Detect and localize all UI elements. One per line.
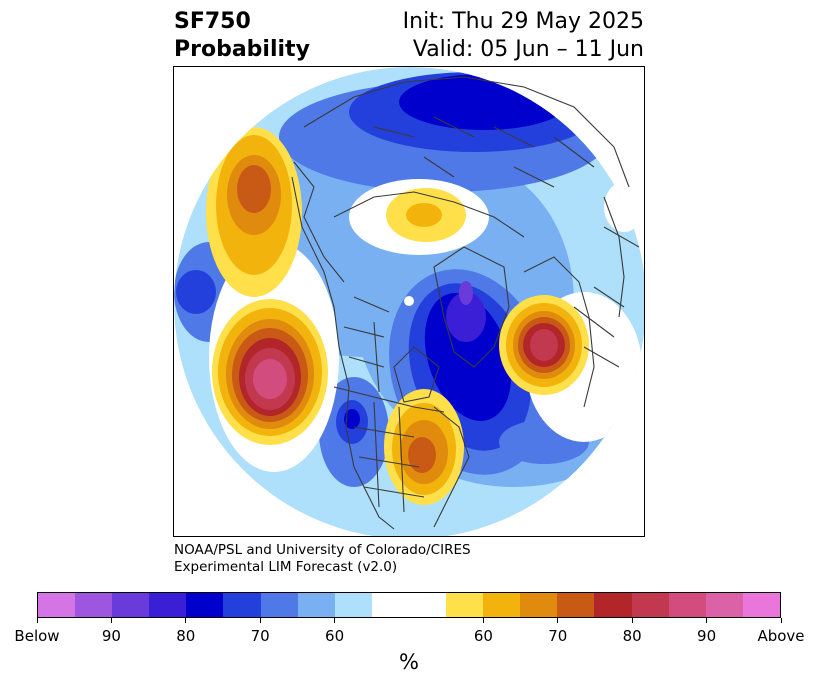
- coastlines: [291, 76, 640, 530]
- border-states: [353, 401, 425, 513]
- blue-field-siberia-max: [399, 74, 569, 130]
- colorbar-tick-label: 60: [473, 627, 493, 645]
- colorbar-tick: [36, 618, 38, 623]
- colorbar-tick: [185, 618, 187, 623]
- colorbar-tick-label: Above: [757, 627, 805, 645]
- title-right: Init: Thu 29 May 2025 Valid: 05 Jun – 11…: [403, 8, 644, 64]
- colorbar-tick-label: 90: [697, 627, 717, 645]
- blue-field-canada-4: [446, 292, 486, 342]
- coast-scandinavia: [603, 196, 625, 318]
- credit-line-2: Experimental LIM Forecast (v2.0): [174, 559, 398, 575]
- valid-range: Valid: 05 Jun – 11 Jun: [412, 37, 644, 62]
- colorbar-segment-12: [483, 593, 521, 617]
- white-field-north-sea: [604, 182, 644, 232]
- colorbar-tick: [110, 618, 112, 623]
- map-panel: [173, 66, 645, 537]
- credit-block: NOAA/PSL and University of Colorado/CIRE…: [174, 542, 471, 576]
- colorbar-tick: [706, 618, 708, 623]
- colorbar-segment-10: [408, 593, 447, 617]
- colorbar-tick: [557, 618, 559, 623]
- map-variable: SF750: [174, 9, 251, 34]
- coast-hudson-bay: [393, 346, 440, 403]
- colorbar-segment-16: [631, 593, 669, 617]
- colorbar-tick-label: 70: [548, 627, 568, 645]
- colorbar-tick: [259, 618, 261, 623]
- colorbar-segment-2: [112, 593, 150, 617]
- colorbar-segment-4: [186, 593, 224, 617]
- probability-map: [174, 67, 644, 536]
- title-left: SF750 Probability: [174, 8, 310, 64]
- colorbar-segment-3: [149, 593, 187, 617]
- colorbar-tick-label: Below: [14, 627, 60, 645]
- blue-field-hudson-max: [344, 409, 360, 429]
- blue-field-northpacific-core: [176, 270, 216, 314]
- coast-arctic-islands: [333, 191, 525, 238]
- coast-greenland: [433, 246, 510, 368]
- colorbar-segment-0: [38, 593, 76, 617]
- colorbar-tick-label: 70: [250, 627, 270, 645]
- colorbar-segment-5: [223, 593, 261, 617]
- init-date: Init: Thu 29 May 2025: [402, 9, 644, 34]
- coast-europe: [523, 256, 595, 408]
- colorbar-segment-14: [557, 593, 595, 617]
- border-canada-provinces: [343, 296, 390, 393]
- colorbar-tick-label: 60: [325, 627, 345, 645]
- warm-field-east-siberia-2: [406, 203, 442, 227]
- coast-alaska: [293, 161, 345, 283]
- colorbar-tick: [780, 618, 782, 623]
- pole-gap: [404, 296, 414, 306]
- colorbar-tick-label: 90: [101, 627, 121, 645]
- probability-fields: [174, 67, 644, 536]
- border-russia: [373, 116, 595, 188]
- colorbar-segment-13: [520, 593, 558, 617]
- colorbar-segment-19: [742, 593, 780, 617]
- colorbar-segment-15: [594, 593, 632, 617]
- credit-line-1: NOAA/PSL and University of Colorado/CIRE…: [174, 542, 471, 558]
- colorbar-tick: [334, 618, 336, 623]
- warm-field-europe-6: [530, 329, 558, 361]
- colorbar-segment-8: [334, 593, 372, 617]
- coast-siberia: [303, 76, 630, 188]
- colorbar-tick-label: 80: [622, 627, 642, 645]
- colorbar: [37, 592, 781, 618]
- warm-field-pacific-7: [253, 359, 287, 399]
- coast-north-america: [291, 176, 395, 530]
- border-us-canada: [333, 386, 445, 413]
- border-europe: [573, 226, 640, 368]
- colorbar-segment-7: [297, 593, 335, 617]
- colorbar-segment-6: [260, 593, 298, 617]
- colorbar-tick-label: 80: [176, 627, 196, 645]
- warm-field-eastern-us-4: [408, 437, 436, 473]
- colorbar-tick: [631, 618, 633, 623]
- blue-field-canada-5: [459, 281, 473, 305]
- coast-us-east: [433, 406, 470, 528]
- colorbar-segment-1: [75, 593, 113, 617]
- colorbar-segment-18: [705, 593, 743, 617]
- colorbar-segment-11: [446, 593, 484, 617]
- colorbar-segment-17: [668, 593, 706, 617]
- colorbar-segment-9: [371, 593, 409, 617]
- map-subtitle: Probability: [174, 37, 310, 62]
- colorbar-tick: [482, 618, 484, 623]
- warm-field-aleutian-4: [237, 165, 271, 213]
- white-field-atlantic-edge: [614, 427, 644, 507]
- colorbar-unit: %: [399, 650, 419, 674]
